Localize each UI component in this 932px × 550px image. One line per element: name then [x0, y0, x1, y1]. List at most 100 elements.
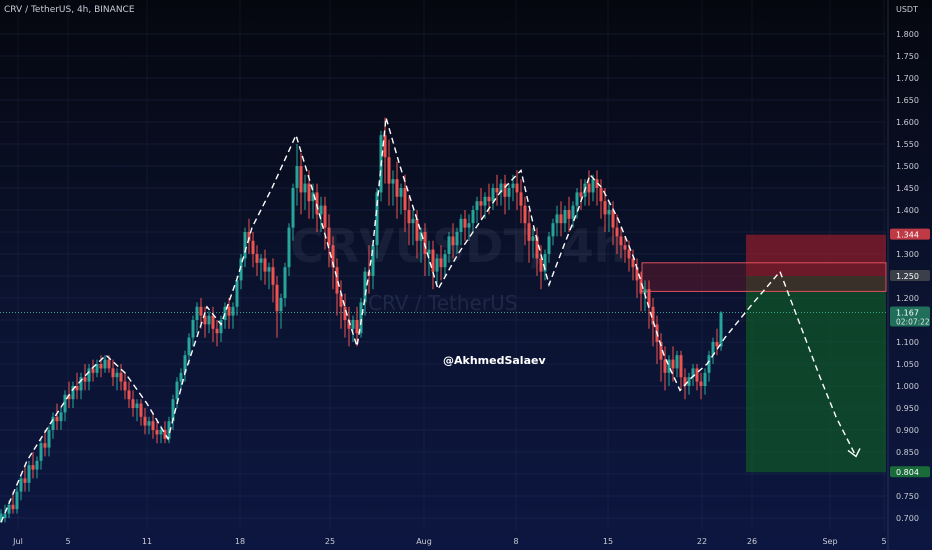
candle-body [631, 258, 635, 268]
candle-body [203, 315, 207, 325]
candle-body [255, 254, 259, 263]
candle-body [287, 227, 291, 268]
candle-body [351, 320, 355, 329]
candle-body [423, 232, 427, 254]
candle-body [35, 460, 39, 470]
candle-body [579, 192, 583, 197]
x-tick-label: 8 [513, 537, 518, 546]
candle-body [443, 254, 447, 268]
candle-body [355, 320, 359, 334]
candle-body [267, 267, 271, 272]
time-axis[interactable]: Jul 5 11 18 25 Aug 8 15 22 26 Sep 5 [12, 537, 886, 546]
candle-body [99, 364, 103, 369]
y-tick-label: 1.200 [896, 294, 919, 303]
candle-body [127, 390, 131, 400]
candle-body [55, 416, 59, 422]
candle-body [691, 368, 695, 378]
candle-body [243, 232, 247, 259]
candle-body [283, 267, 287, 298]
price-label-bg [890, 306, 930, 327]
candle-body [387, 157, 391, 184]
take-profit-zone [746, 276, 886, 473]
candle-body [79, 377, 83, 391]
candle-body [223, 306, 227, 320]
candle-body [675, 355, 679, 369]
arrow-head [847, 448, 861, 458]
candle-body [451, 236, 455, 246]
candle-body [371, 245, 375, 276]
candle-body [291, 188, 295, 228]
candle-body [67, 394, 71, 400]
candle-body [347, 320, 351, 329]
y-tick-label: 0.900 [896, 426, 919, 435]
candle-body [679, 355, 683, 378]
candle-body [39, 443, 43, 461]
x-tick-label: 22 [697, 537, 707, 546]
candle-body [207, 315, 211, 325]
candle-body [31, 465, 35, 470]
price-label: 0.804 [890, 466, 930, 478]
candle-body [587, 183, 591, 193]
resistance-zone [641, 262, 887, 292]
candle-body [83, 377, 87, 382]
price-axis[interactable]: 1.800 1.750 1.700 1.650 1.600 1.550 1.500 1.450… [896, 30, 919, 523]
y-tick-label: 1.750 [896, 52, 919, 61]
candle-body [503, 183, 507, 197]
price-label: 1.250 [890, 270, 930, 281]
candle-body [359, 302, 363, 334]
candle-body [211, 315, 215, 329]
candle-body [511, 183, 515, 188]
candle-body [611, 210, 615, 228]
candle-body [663, 359, 667, 373]
pattern-layer [0, 117, 861, 523]
candle-body [343, 306, 347, 320]
candle-body [711, 342, 715, 356]
y-tick-label: 0.950 [896, 404, 919, 413]
candle-body [471, 210, 475, 224]
candle-body [155, 430, 159, 435]
axis-unit-label: USDT [896, 5, 918, 14]
candle-body [315, 192, 319, 215]
candle-body [339, 293, 343, 307]
candle-body [415, 218, 419, 241]
candle-body [639, 280, 643, 294]
candle-body [667, 359, 671, 373]
candle-body [455, 232, 459, 246]
candle-body [27, 465, 31, 483]
x-tick-label: 15 [603, 537, 613, 546]
candle-body [547, 236, 551, 254]
candle-body [495, 188, 499, 193]
candle-body [171, 399, 175, 422]
price-label-text: 1.344 [896, 231, 919, 240]
candle-body [71, 386, 75, 400]
candle-body [275, 284, 279, 312]
candle-body [707, 355, 711, 373]
y-tick-label: 1.400 [896, 206, 919, 215]
candle-body [147, 421, 151, 426]
price-label: 1.344 [890, 228, 930, 240]
y-tick-label: 1.650 [896, 96, 919, 105]
watermark-ticker: CRVUSDT, 4h [290, 219, 627, 273]
y-tick-label: 1.300 [896, 250, 919, 259]
candle-body [427, 249, 431, 254]
grid-layer [0, 0, 889, 550]
candle-body [479, 201, 483, 206]
y-tick-label: 1.050 [896, 360, 919, 369]
candle-body [251, 240, 255, 254]
candle-body [111, 368, 115, 378]
price-label-text: 1.167 [896, 309, 919, 318]
candle-body [703, 372, 707, 386]
candle-body [615, 227, 619, 237]
price-label-bg [890, 270, 930, 281]
candle-body [271, 267, 275, 285]
y-tick-label: 1.600 [896, 118, 919, 127]
candle-body [459, 218, 463, 232]
candle-body [227, 306, 231, 316]
candle-body [319, 205, 323, 215]
x-tick-label: Aug [416, 537, 432, 546]
candle-body [491, 188, 495, 202]
candle-body [263, 258, 267, 272]
candle-body [719, 312, 723, 347]
